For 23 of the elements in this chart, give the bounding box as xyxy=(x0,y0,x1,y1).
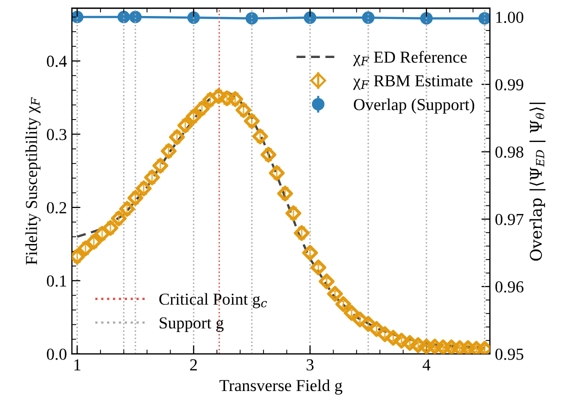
y2-tick-label: 0.98 xyxy=(495,146,524,158)
x-tick-label: 3 xyxy=(306,359,314,370)
legend-label: Overlap (Support) xyxy=(354,98,474,114)
y-tick-label: 0.0 xyxy=(46,348,66,360)
y-tick-label: 0.1 xyxy=(46,275,66,287)
y-axis-title: Fidelity Susceptibility χ$_{F}$ xyxy=(25,97,41,265)
y-tick-label: 0.3 xyxy=(46,128,66,140)
ref-line-label: Critical Point g$_{c}$ xyxy=(159,293,267,308)
ref-line-label: Support g xyxy=(160,317,224,332)
x-tick-label: 1 xyxy=(74,359,80,370)
x-axis-title: Transverse Field g xyxy=(220,379,342,395)
x-tick-label: 4 xyxy=(422,359,430,370)
y-tick-label: 0.4 xyxy=(46,56,67,67)
legend-label: χ$_{F}$ RBM Estimate xyxy=(353,75,472,90)
y-tick-label: 0.2 xyxy=(46,202,66,214)
y2-tick-label: 0.96 xyxy=(495,281,524,293)
legend-label: χ$_{F}$ ED Reference xyxy=(353,50,467,66)
x-tick-label: 2 xyxy=(190,359,197,370)
y2-tick-label: 0.99 xyxy=(495,79,524,90)
y2-tick-label: 0.95 xyxy=(495,348,524,360)
y2-axis-title: Overlap |⟨Ψ$_{ED}$ | Ψ$_{θ}$⟩| xyxy=(530,102,546,261)
y2-tick-label: 1.00 xyxy=(496,12,524,24)
y2-tick-label: 0.97 xyxy=(495,214,524,226)
